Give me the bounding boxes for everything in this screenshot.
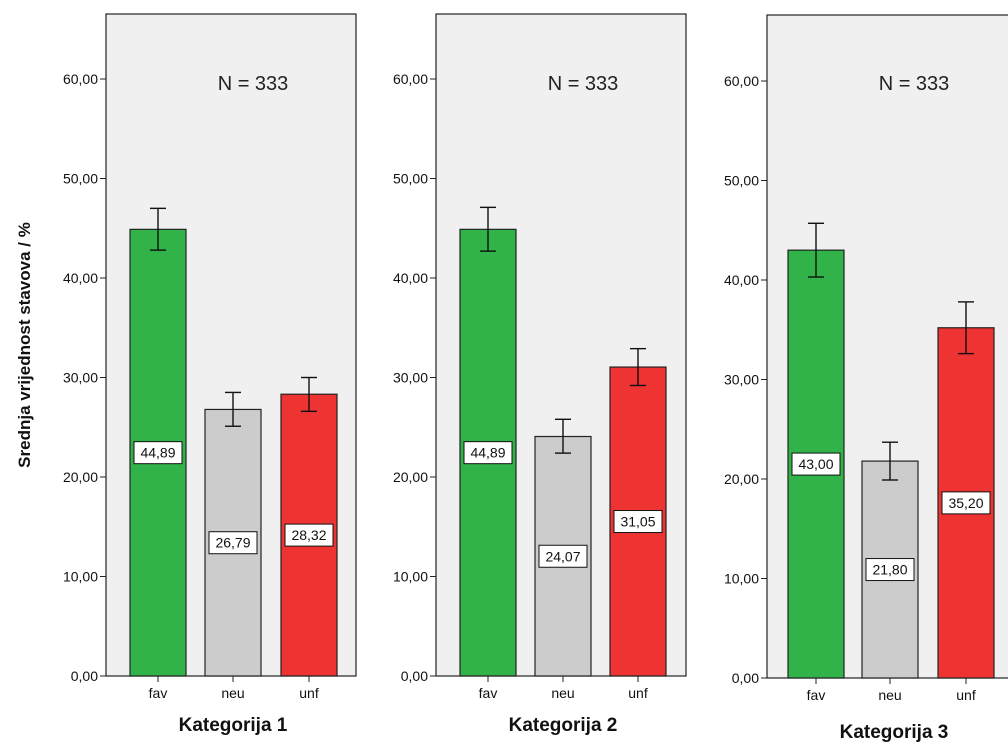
y-tick-label: 20,00	[724, 471, 759, 487]
data-label: 43,00	[798, 456, 833, 472]
data-label: 35,20	[948, 495, 983, 511]
y-tick-label: 20,00	[393, 469, 428, 485]
x-tick-label: neu	[221, 685, 244, 701]
data-label-box	[791, 452, 841, 476]
y-tick-label: 20,00	[63, 469, 98, 485]
y-tick-label: 10,00	[63, 569, 98, 585]
y-tick-label: 60,00	[393, 71, 428, 87]
x-tick-label: fav	[807, 687, 826, 703]
y-tick-label: 30,00	[724, 372, 759, 388]
n-annotation: N = 333	[879, 73, 950, 95]
y-tick-label: 50,00	[63, 171, 98, 187]
y-tick-label: 40,00	[393, 270, 428, 286]
y-tick-label: 50,00	[393, 171, 428, 187]
x-tick-label: fav	[149, 685, 168, 701]
data-label-box	[865, 558, 915, 582]
chart-panel-1: 0,00 10,00 20,00 30,00 40,00 50,00 60,00 N = 33…	[63, 13, 357, 736]
y-tick-label: 30,00	[63, 370, 98, 386]
data-label: 31,05	[620, 514, 655, 530]
panel-title: Kategorija 1	[179, 715, 288, 736]
panel-title: Kategorija 2	[509, 715, 618, 736]
y-tick-label: 10,00	[393, 569, 428, 585]
data-label: 21,80	[872, 562, 907, 578]
data-label-box	[538, 544, 588, 568]
y-tick-label: 40,00	[63, 270, 98, 286]
x-tick-label: unf	[628, 685, 648, 701]
data-label: 28,32	[291, 527, 326, 543]
data-label: 44,89	[470, 445, 505, 461]
x-tick-label: neu	[878, 687, 901, 703]
y-tick-label: 0,00	[732, 670, 759, 686]
data-label-box	[208, 531, 258, 555]
y-tick-label: 60,00	[724, 73, 759, 89]
y-tick-label: 10,00	[724, 571, 759, 587]
data-label-box	[284, 523, 334, 547]
data-label-box	[133, 441, 183, 465]
y-tick-label: 0,00	[71, 668, 98, 684]
x-tick-label: unf	[299, 685, 319, 701]
data-label-box	[613, 510, 663, 534]
y-tick-label: 50,00	[724, 173, 759, 189]
data-label-box	[463, 441, 513, 465]
n-annotation: N = 333	[218, 73, 289, 95]
data-label: 44,89	[140, 445, 175, 461]
x-tick-label: unf	[956, 687, 976, 703]
chart-panel-2: 0,00 10,00 20,00 30,00 40,00 50,00 60,00 N = 33…	[393, 13, 687, 736]
n-annotation: N = 333	[548, 73, 619, 95]
data-label-box	[941, 491, 991, 515]
panel-title: Kategorija 3	[840, 722, 949, 743]
y-tick-label: 40,00	[724, 272, 759, 288]
chart-panel-3: 0,00 10,00 20,00 30,00 40,00 50,00 60,00 N = 33…	[724, 14, 1008, 743]
y-tick-label: 0,00	[401, 668, 428, 684]
x-tick-label: neu	[551, 685, 574, 701]
data-label: 24,07	[545, 548, 580, 564]
data-label: 26,79	[215, 535, 250, 551]
y-tick-label: 60,00	[63, 71, 98, 87]
x-tick-label: fav	[479, 685, 498, 701]
y-tick-label: 30,00	[393, 370, 428, 386]
y-axis-title: Srednja vrijednost stavova / %	[15, 222, 34, 468]
